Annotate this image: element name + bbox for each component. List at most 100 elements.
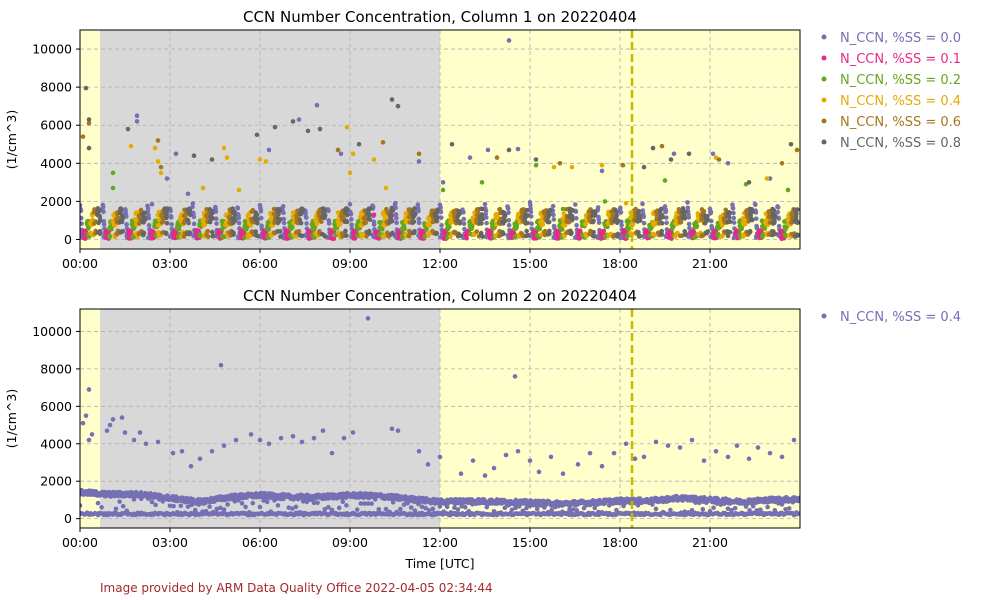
point-ss-0-0-outlier bbox=[515, 146, 521, 152]
point-outlier bbox=[587, 450, 593, 456]
point-outlier bbox=[86, 437, 92, 443]
y-tick-label: 6000 bbox=[40, 399, 72, 414]
point-ss-0-4-outlier bbox=[128, 143, 134, 149]
point-mid bbox=[113, 506, 119, 512]
point-ss-0-8-outlier bbox=[290, 119, 296, 124]
point-ss-0-6-outlier bbox=[494, 155, 500, 160]
point-ss-0-4 bbox=[448, 234, 453, 239]
point-outlier bbox=[416, 448, 422, 454]
point-ss-0-8 bbox=[343, 228, 348, 234]
point-mid bbox=[574, 508, 580, 513]
point-ss-0-4-outlier bbox=[371, 157, 377, 162]
point-ss-0-8 bbox=[502, 213, 508, 218]
point-ss-0-4 bbox=[245, 234, 251, 240]
point-mid bbox=[221, 507, 227, 512]
point-ss-0-8-outlier bbox=[449, 141, 455, 147]
point-outlier bbox=[701, 458, 707, 463]
point-ss-0-4 bbox=[427, 223, 433, 228]
point-ss-0-8 bbox=[323, 234, 328, 239]
point-ss-0-8 bbox=[255, 233, 261, 239]
point-mid bbox=[326, 504, 331, 510]
point-ss-0-0 bbox=[416, 220, 422, 226]
point-ss-0-0 bbox=[415, 202, 421, 208]
point-outlier bbox=[80, 420, 86, 426]
point-ss-0-8 bbox=[300, 207, 306, 213]
point-ss-0-8 bbox=[434, 218, 440, 224]
point-mid bbox=[315, 500, 320, 506]
point-mid bbox=[138, 496, 144, 502]
point-ss-0-0 bbox=[123, 214, 129, 219]
point-ss-0-2 bbox=[400, 235, 405, 240]
point-ss-0-8-outlier bbox=[788, 141, 794, 147]
x-tick-label: 15:00 bbox=[512, 535, 548, 550]
point-mid bbox=[585, 500, 590, 506]
chart-title: CCN Number Concentration, Column 1 on 20… bbox=[243, 8, 637, 26]
point-ss-0-8 bbox=[525, 232, 531, 238]
point-outlier bbox=[170, 450, 176, 456]
point-ss-0-1 bbox=[487, 235, 493, 241]
y-tick-label: 8000 bbox=[40, 361, 72, 376]
point-ss-0-8 bbox=[748, 213, 754, 219]
point-mid bbox=[736, 500, 742, 505]
point-ss-0-8 bbox=[345, 207, 351, 212]
point-mid bbox=[560, 509, 565, 515]
legend-label: N_CCN, %SS = 0.1 bbox=[840, 52, 961, 67]
point-mid bbox=[110, 492, 115, 497]
point-ss-0-4-outlier bbox=[224, 155, 230, 160]
point-ss-0-8-outlier bbox=[566, 214, 572, 219]
point-mid bbox=[311, 500, 317, 506]
point-ss-0-0 bbox=[461, 209, 466, 215]
point-mid bbox=[646, 499, 652, 505]
point-ss-0-8 bbox=[140, 232, 146, 238]
point-ss-0-8-outlier bbox=[746, 180, 752, 185]
point-ss-0-0 bbox=[572, 235, 578, 240]
y-tick-label: 10000 bbox=[32, 324, 72, 339]
point-ss-0-0-outlier bbox=[134, 119, 140, 124]
point-ss-0-4-outlier bbox=[623, 200, 629, 206]
point-mid bbox=[552, 504, 558, 510]
point-ss-0-4 bbox=[380, 234, 386, 239]
point-mid bbox=[498, 510, 504, 515]
legend-label: N_CCN, %SS = 0.4 bbox=[840, 94, 961, 109]
point-mid bbox=[581, 505, 587, 511]
point-ss-0-8 bbox=[320, 231, 325, 237]
point-ss-0-6 bbox=[678, 219, 684, 225]
point-mid bbox=[380, 494, 385, 500]
point-ss-0-0 bbox=[281, 220, 287, 226]
point-ss-0-4-outlier bbox=[200, 185, 206, 191]
point-ss-0-2 bbox=[177, 223, 183, 228]
point-mid bbox=[452, 505, 457, 511]
point-outlier bbox=[611, 450, 617, 456]
point-mid bbox=[592, 505, 598, 511]
point-mid bbox=[102, 493, 108, 499]
point-ss-0-8 bbox=[278, 234, 283, 239]
point-outlier bbox=[491, 465, 497, 471]
point-mid bbox=[200, 509, 205, 515]
point-outlier bbox=[209, 448, 215, 454]
point-ss-0-2 bbox=[380, 227, 385, 232]
point-ss-0-6-outlier bbox=[794, 147, 800, 153]
point-mid bbox=[606, 503, 612, 508]
point-ss-0-0 bbox=[573, 215, 579, 221]
y-tick-label: 0 bbox=[64, 511, 72, 526]
point-ss-0-8 bbox=[524, 228, 529, 234]
point-mid bbox=[218, 505, 223, 511]
point-outlier bbox=[233, 437, 239, 443]
point-mid bbox=[318, 511, 324, 517]
point-ss-0-8 bbox=[770, 232, 775, 238]
point-ss-0-0 bbox=[506, 222, 512, 228]
point-mid bbox=[167, 503, 173, 509]
y-tick-label: 8000 bbox=[40, 80, 72, 95]
point-ss-0-8 bbox=[547, 207, 553, 213]
point-mid bbox=[776, 501, 781, 506]
point-ss-0-8 bbox=[142, 210, 147, 216]
point-ss-0-1 bbox=[601, 228, 607, 234]
point-ss-0-1-outlier bbox=[371, 212, 377, 218]
point-ss-0-8 bbox=[322, 207, 328, 213]
point-mid bbox=[743, 504, 749, 509]
point-ss-0-6 bbox=[116, 215, 122, 221]
point-ss-0-0 bbox=[258, 215, 264, 221]
point-outlier bbox=[725, 454, 731, 460]
point-ss-0-8-outlier bbox=[641, 164, 647, 170]
x-tick-label: 21:00 bbox=[692, 256, 728, 271]
